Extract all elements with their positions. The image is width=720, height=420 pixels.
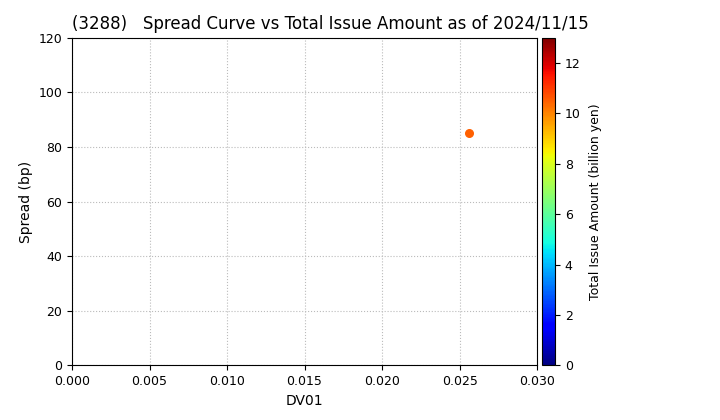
Point	[463, 130, 474, 137]
Y-axis label: Total Issue Amount (billion yen): Total Issue Amount (billion yen)	[589, 103, 602, 300]
Y-axis label: Spread (bp): Spread (bp)	[19, 160, 33, 243]
Text: (3288)   Spread Curve vs Total Issue Amount as of 2024/11/15: (3288) Spread Curve vs Total Issue Amoun…	[72, 16, 589, 34]
X-axis label: DV01: DV01	[286, 394, 323, 408]
